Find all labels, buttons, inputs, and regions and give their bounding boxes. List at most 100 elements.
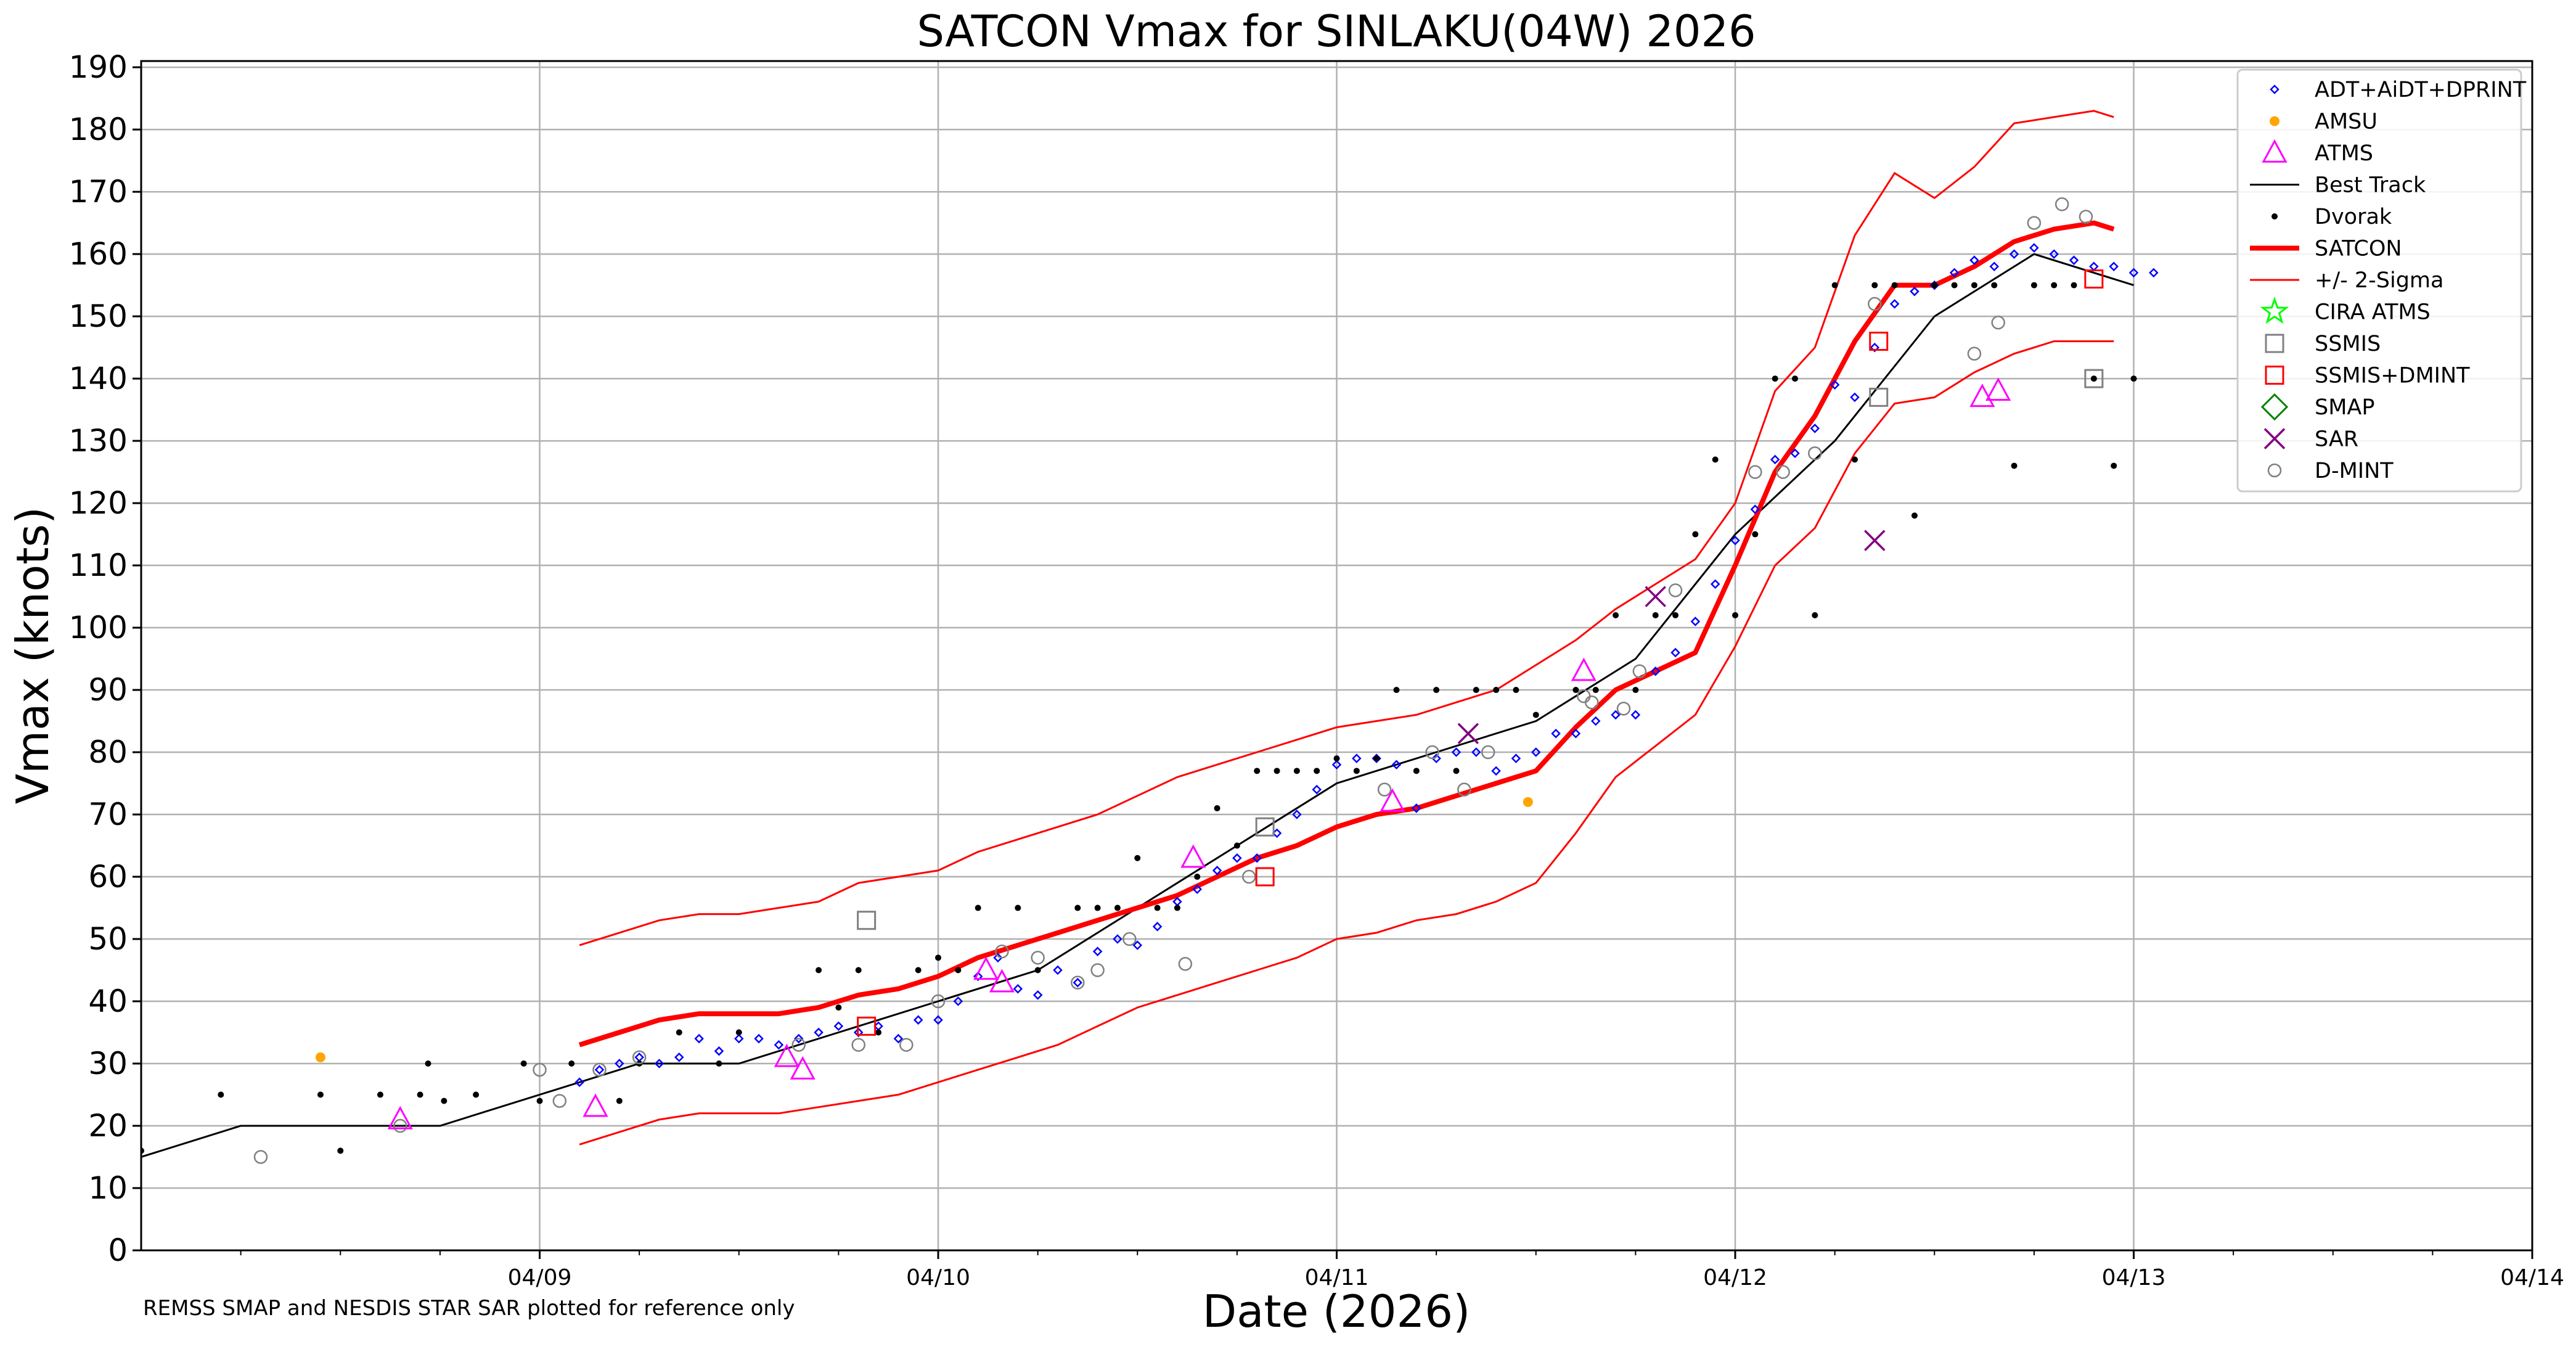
adt-point: [1152, 922, 1163, 932]
dvorak-point: [1274, 768, 1280, 774]
legend-label: ADT+AiDT+DPRINT: [2315, 78, 2527, 102]
adt-point: [1531, 747, 1541, 757]
dvorak-point: [1293, 768, 1300, 774]
sar-stroke: [2263, 428, 2286, 449]
dvorak-point: [835, 1004, 842, 1011]
adt-point: [1412, 803, 1421, 813]
legend-marker: [2267, 463, 2282, 478]
adt-point: [1451, 747, 1462, 757]
dvorak-point: [337, 1147, 344, 1154]
dmint-point: [253, 1150, 268, 1164]
legend-entry-ssmis: SSMIS: [2265, 332, 2381, 356]
dvorak-point: [1871, 282, 1878, 289]
adt-point: [1870, 342, 1880, 353]
adt-point: [1113, 934, 1122, 944]
adt-point: [1810, 424, 1820, 433]
axes: 0 10 20 30 40 50 60 70 80 90 100 110 120 130 140 150 160…: [69, 49, 2564, 1290]
dvorak-point: [2111, 462, 2117, 469]
y-tick-label: 100: [69, 610, 128, 646]
legend-marker: [2262, 139, 2288, 163]
adt-point: [1670, 647, 1680, 658]
dvorak-point: [425, 1060, 431, 1067]
atms-point: [1985, 377, 2011, 401]
dvorak-point: [2071, 282, 2077, 289]
dvorak-point: [568, 1060, 575, 1067]
dvorak-point: [1154, 904, 1161, 911]
ssmis-dmint-point: [1255, 867, 1275, 887]
y-tick-label: 40: [88, 983, 128, 1019]
adt-point: [594, 1065, 605, 1075]
adt-point: [1750, 504, 1760, 514]
adt-point: [1650, 666, 1661, 676]
adt-point: [1032, 990, 1043, 1000]
legend: ADT+AiDT+DPRINT AMSU ATMS Best Track Dvorak S…: [2236, 68, 2527, 493]
adt-point: [694, 1033, 704, 1044]
dvorak-point: [2011, 462, 2018, 469]
footnote: REMSS SMAP and NESDIS STAR SAR plotted f…: [143, 1296, 795, 1321]
adt-point: [1770, 454, 1780, 465]
adt-point: [754, 1033, 764, 1044]
adt-point: [1053, 965, 1063, 975]
dvorak-point: [1971, 282, 1977, 289]
legend-box: [2236, 68, 2522, 493]
legend-marker: [2270, 84, 2280, 94]
sar-stroke: [1645, 586, 1666, 607]
atms-point: [790, 1056, 816, 1080]
amsu-point: [315, 1052, 325, 1062]
dvorak-point: [1034, 967, 1041, 974]
sar-stroke: [1457, 723, 1479, 744]
legend-label: SMAP: [2315, 395, 2374, 420]
adt-point: [2109, 261, 2119, 272]
adt-point: [1889, 299, 1900, 309]
dvorak-point: [1314, 768, 1320, 774]
dmint-point: [533, 1062, 547, 1077]
y-tick-label: 90: [88, 672, 128, 708]
adt-point: [1850, 392, 1860, 403]
legend-label: SSMIS+DMINT: [2315, 364, 2470, 388]
dvorak-point: [735, 1029, 742, 1036]
dvorak-point: [955, 967, 962, 974]
atms-point: [973, 956, 999, 980]
legend-entry-dmint: D-MINT: [2267, 459, 2394, 483]
legend-entry-atms: ATMS: [2262, 139, 2373, 166]
y-tick-label: 130: [69, 423, 128, 459]
adt-point: [833, 1021, 844, 1031]
x-tick-label: 04/13: [2102, 1265, 2166, 1290]
y-tick-label: 150: [69, 298, 128, 334]
legend-entry-satcon: SATCON: [2250, 237, 2402, 261]
dvorak-point: [1592, 687, 1599, 694]
dvorak-point: [1015, 904, 1021, 911]
sar-point: [1864, 530, 1886, 551]
dmint-point: [1632, 664, 1647, 678]
legend-entry-dvorak: Dvorak: [2271, 205, 2392, 229]
dvorak-point: [616, 1097, 623, 1104]
dvorak-point: [1134, 855, 1141, 861]
dvorak-point: [1812, 612, 1818, 618]
legend-entry-sigma: +/- 2-Sigma: [2250, 268, 2443, 293]
y-tick-label: 190: [69, 49, 128, 85]
adt-point: [1352, 753, 1362, 763]
dvorak-point: [1572, 687, 1579, 694]
dvorak-point: [1851, 456, 1858, 463]
dmint-point: [899, 1038, 914, 1052]
dmint-point: [791, 1038, 806, 1052]
dvorak-point: [441, 1097, 448, 1104]
sar-stroke: [1864, 530, 1886, 551]
adt-point: [714, 1046, 724, 1056]
dvorak-point: [1791, 375, 1798, 382]
adt-point: [1710, 579, 1720, 589]
dvorak-point: [2130, 375, 2137, 382]
sigma-lower-line: [579, 340, 2114, 1146]
dvorak-point: [1911, 512, 1918, 519]
adt-point: [774, 1039, 784, 1050]
dvorak-point: [1373, 755, 1380, 762]
dmint-point: [1031, 951, 1045, 965]
dvorak-point: [1114, 904, 1121, 911]
dmint-point: [1868, 297, 1882, 311]
adt-point: [1551, 728, 1561, 739]
legend-entry-sar: SAR: [2263, 427, 2358, 452]
adt-point: [1611, 710, 1621, 720]
y-tick-label: 140: [69, 361, 128, 396]
adt-point: [1989, 261, 1999, 272]
dmint-point: [1748, 465, 1762, 479]
